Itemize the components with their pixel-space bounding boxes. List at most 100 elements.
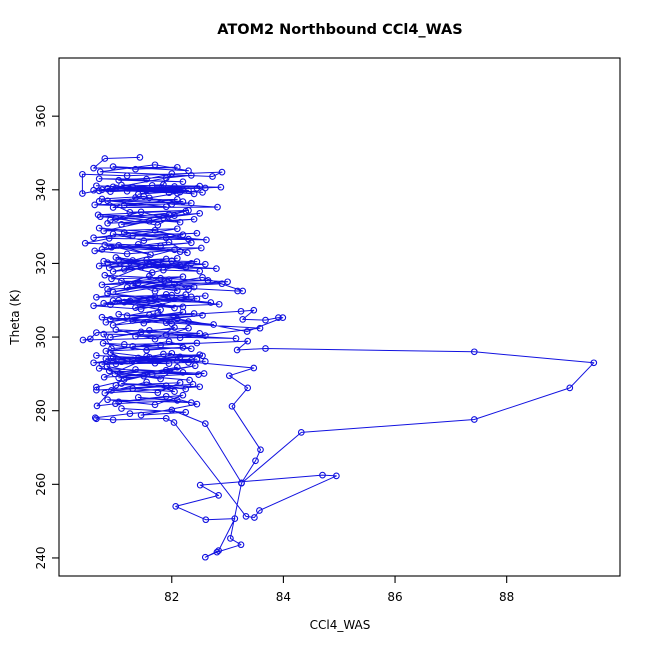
data-point-marker bbox=[213, 265, 220, 272]
data-point-marker bbox=[214, 203, 221, 211]
data-point-marker bbox=[165, 238, 173, 246]
y-tick-label: 320 bbox=[34, 252, 48, 275]
data-point-marker bbox=[179, 273, 187, 281]
data-point-marker bbox=[95, 187, 103, 195]
data-point-marker bbox=[217, 183, 225, 191]
data-point-marker bbox=[123, 172, 131, 180]
data-point-marker bbox=[151, 335, 159, 343]
data-point-marker bbox=[257, 446, 264, 454]
data-point-marker bbox=[104, 285, 111, 293]
data-point-marker bbox=[196, 383, 204, 391]
data-point-marker bbox=[93, 352, 100, 359]
data-point-marker bbox=[112, 184, 120, 192]
data-point-marker bbox=[134, 279, 142, 286]
data-point-marker bbox=[91, 247, 99, 255]
data-point-marker bbox=[275, 314, 282, 321]
data-point-marker bbox=[109, 416, 117, 424]
data-point-marker bbox=[215, 547, 222, 554]
data-point-marker bbox=[256, 324, 264, 332]
data-point-marker bbox=[132, 366, 139, 373]
data-point-marker bbox=[140, 237, 148, 244]
data-point-marker bbox=[176, 218, 184, 226]
data-point-marker bbox=[143, 378, 150, 386]
data-point-marker bbox=[250, 306, 258, 314]
data-point-marker bbox=[146, 327, 153, 334]
data-point-marker bbox=[244, 384, 252, 392]
data-point-marker bbox=[146, 353, 153, 361]
data-point-marker bbox=[104, 184, 111, 192]
data-point-marker bbox=[179, 369, 187, 376]
data-point-marker bbox=[93, 329, 100, 336]
data-point-marker bbox=[91, 201, 99, 209]
data-point-marker bbox=[101, 271, 109, 279]
data-point-marker bbox=[162, 203, 170, 211]
data-point-marker bbox=[103, 363, 111, 370]
data-point-marker bbox=[126, 258, 134, 266]
data-point-marker bbox=[109, 230, 117, 238]
data-point-marker bbox=[244, 337, 252, 345]
data-point-marker bbox=[193, 339, 201, 347]
data-point-marker bbox=[132, 332, 139, 340]
data-point-marker bbox=[187, 356, 195, 364]
data-point-marker bbox=[239, 316, 247, 323]
data-point-marker bbox=[112, 254, 120, 261]
data-point-marker bbox=[201, 292, 209, 300]
data-point-marker bbox=[179, 308, 187, 316]
data-point-marker bbox=[157, 274, 164, 282]
data-point-marker bbox=[112, 215, 120, 222]
data-point-marker bbox=[140, 372, 148, 380]
data-point-marker bbox=[118, 277, 125, 285]
data-point-marker bbox=[176, 262, 184, 269]
data-point-marker bbox=[182, 385, 190, 393]
data-point-marker bbox=[224, 278, 231, 286]
data-point-marker bbox=[95, 365, 103, 372]
data-point-marker bbox=[165, 338, 173, 345]
data-point-marker bbox=[182, 291, 190, 299]
data-point-marker bbox=[218, 280, 226, 288]
data-point-marker bbox=[162, 319, 170, 327]
data-point-marker bbox=[566, 384, 574, 392]
data-point-marker bbox=[132, 194, 139, 201]
data-point-marker bbox=[91, 414, 99, 422]
data-point-marker bbox=[95, 262, 103, 270]
data-point-marker bbox=[111, 370, 119, 378]
data-point-marker bbox=[126, 410, 134, 417]
data-point-marker bbox=[140, 193, 148, 200]
data-point-marker bbox=[199, 189, 206, 196]
data-point-marker bbox=[228, 402, 236, 410]
data-point-marker bbox=[123, 250, 131, 258]
axes: 82 84 86 88 240 260 280 300 320 340 360 bbox=[34, 105, 514, 604]
data-point-marker bbox=[95, 175, 103, 183]
data-point-marker bbox=[115, 176, 123, 184]
data-point-marker bbox=[148, 182, 156, 189]
data-point-marker bbox=[154, 185, 162, 193]
y-axis-label: Theta (K) bbox=[8, 289, 22, 345]
data-point-marker bbox=[171, 246, 178, 254]
data-point-marker bbox=[186, 376, 193, 384]
y-tick-label: 240 bbox=[34, 547, 48, 570]
data-point-marker bbox=[107, 334, 114, 341]
data-point-marker bbox=[134, 240, 142, 248]
data-point-marker bbox=[146, 217, 153, 225]
y-tick-label: 360 bbox=[34, 105, 48, 128]
data-point-marker bbox=[176, 379, 184, 387]
data-point-marker bbox=[104, 219, 111, 227]
data-point-marker bbox=[173, 397, 181, 404]
data-point-marker bbox=[105, 264, 113, 272]
data-point-marker bbox=[160, 266, 167, 274]
data-point-marker bbox=[115, 310, 123, 318]
data-point-marker bbox=[333, 472, 340, 480]
data-point-marker bbox=[225, 372, 233, 380]
data-point-marker bbox=[251, 514, 258, 521]
data-point-marker bbox=[319, 471, 326, 479]
data-point-marker bbox=[243, 328, 251, 335]
data-point-marker bbox=[100, 330, 108, 338]
data-point-marker bbox=[129, 317, 137, 324]
data-point-marker bbox=[262, 345, 269, 352]
data-point-marker bbox=[171, 304, 178, 312]
data-point-marker bbox=[123, 187, 131, 195]
data-point-marker bbox=[210, 321, 217, 328]
data-point-marker bbox=[182, 408, 190, 416]
